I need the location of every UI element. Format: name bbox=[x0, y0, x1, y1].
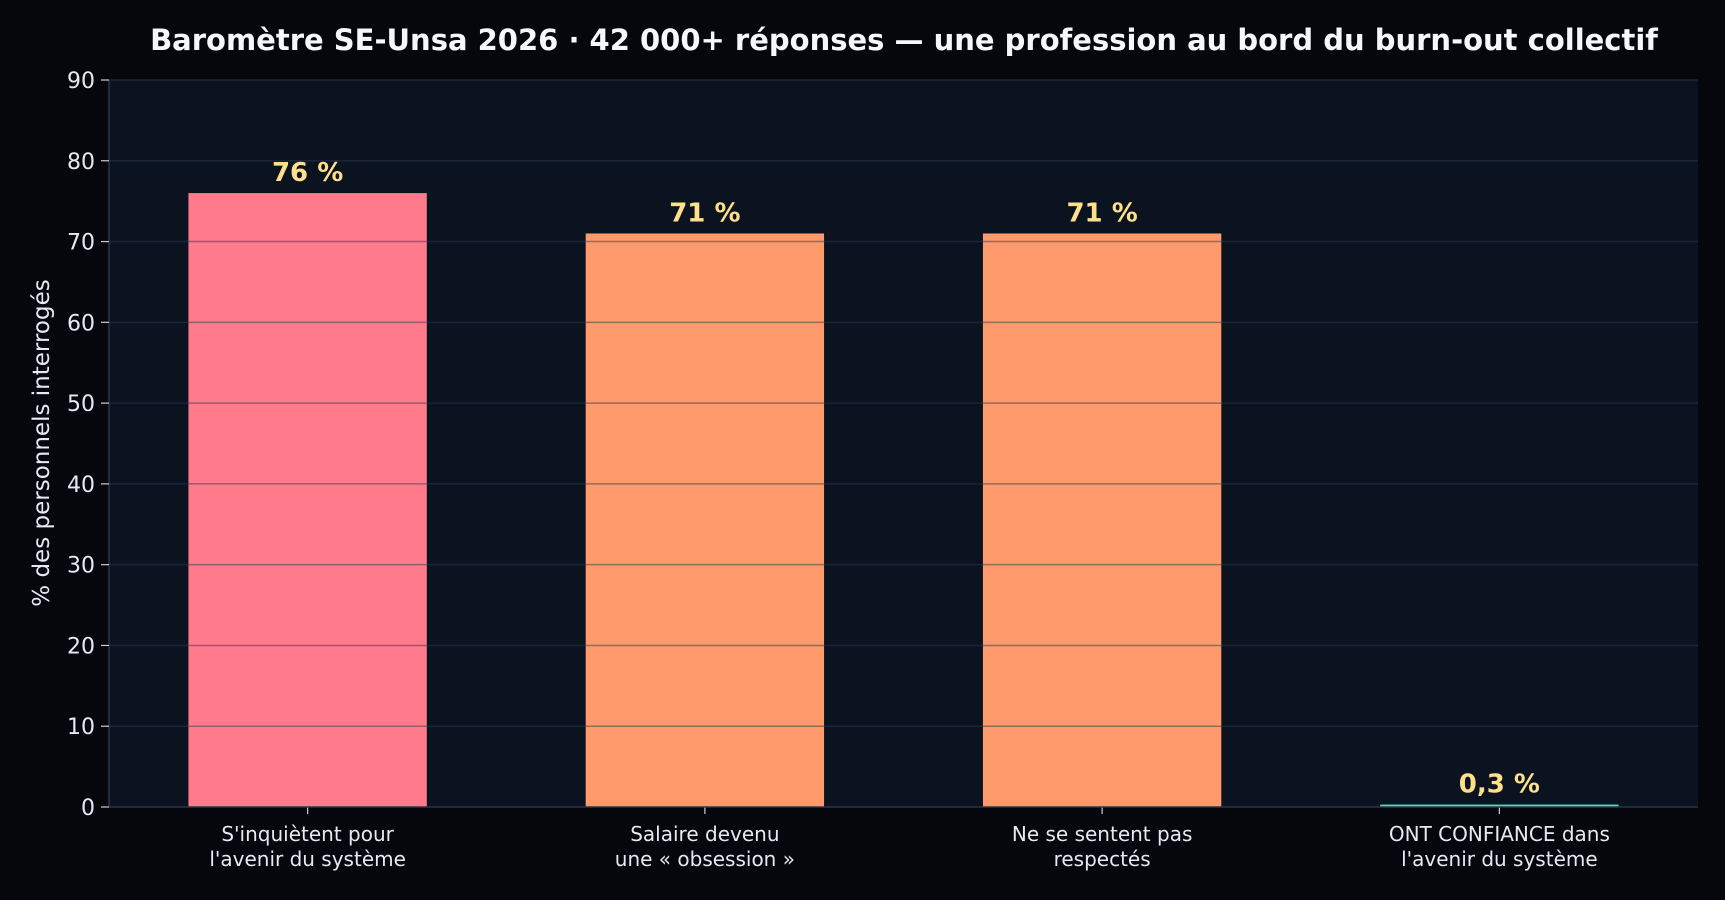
x-tick-label-1-line-2: l'avenir du système bbox=[209, 847, 406, 871]
x-tick-label-2-line-2: une « obsession » bbox=[615, 847, 795, 871]
y-tick-label-10: 10 bbox=[67, 715, 95, 740]
bars bbox=[188, 193, 1619, 808]
value-label-3: 71 % bbox=[1066, 198, 1137, 228]
y-axis-label: % des personnels interrogés bbox=[29, 279, 55, 606]
bar-3 bbox=[982, 233, 1222, 807]
x-tick-label-4-line-1: ONT CONFIANCE dans bbox=[1389, 822, 1610, 846]
x-tick-label-3-line-1: Ne se sentent pas bbox=[1012, 822, 1193, 846]
y-tick-label-80: 80 bbox=[67, 150, 95, 175]
x-tick-label-1-line-1: S'inquiètent pour bbox=[221, 822, 394, 846]
y-tick-label-30: 30 bbox=[67, 554, 95, 579]
bar-2 bbox=[585, 233, 825, 807]
bar-4 bbox=[1380, 804, 1619, 807]
value-label-2: 71 % bbox=[669, 198, 740, 228]
value-label-4: 0,3 % bbox=[1459, 770, 1540, 800]
x-tick-label-2-line-1: Salaire devenu bbox=[630, 822, 779, 846]
y-tick-label-70: 70 bbox=[67, 231, 95, 256]
axes bbox=[101, 79, 1698, 814]
chart-title: Baromètre SE-Unsa 2026 · 42 000+ réponse… bbox=[150, 23, 1658, 57]
x-tick-label-3-line-2: respectés bbox=[1054, 847, 1151, 871]
bar-overlay-lines bbox=[188, 240, 1222, 727]
bar-1 bbox=[188, 193, 427, 808]
y-tick-label-20: 20 bbox=[67, 634, 95, 659]
value-label-1: 76 % bbox=[272, 158, 343, 188]
y-tick-label-50: 50 bbox=[67, 392, 95, 417]
x-tick-label-4-line-2: l'avenir du système bbox=[1401, 847, 1598, 871]
y-tick-label-0: 0 bbox=[81, 796, 95, 821]
y-tick-label-40: 40 bbox=[67, 473, 95, 498]
y-tick-label-90: 90 bbox=[67, 69, 95, 94]
y-tick-label-60: 60 bbox=[67, 311, 95, 336]
